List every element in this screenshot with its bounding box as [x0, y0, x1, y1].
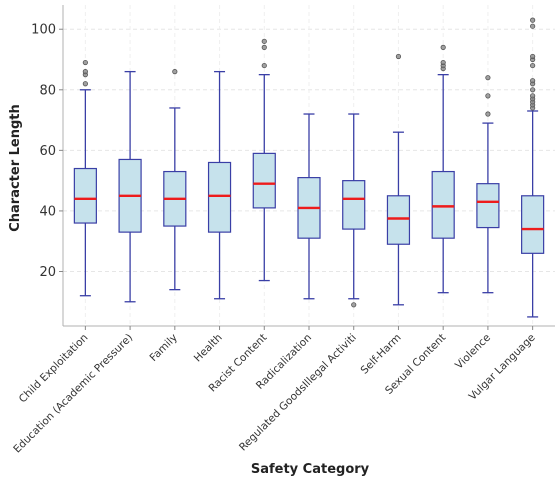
box-8: [431, 44, 455, 294]
box-4: [252, 38, 276, 282]
box-iqr: [342, 180, 366, 230]
outlier-point: [530, 62, 536, 69]
outlier-point: [82, 69, 88, 75]
outlier-point: [261, 38, 267, 44]
outlier-point: [485, 111, 491, 117]
y-tick-label: 80: [39, 83, 56, 98]
box-6: [342, 113, 366, 308]
box-iqr: [476, 183, 500, 229]
box-iqr: [207, 161, 232, 233]
y-tick-label: 20: [39, 265, 56, 280]
x-tick-label: Family: [148, 332, 180, 364]
box-iqr: [431, 170, 455, 239]
x-tick-label: Health: [192, 332, 225, 365]
box-9: [476, 75, 500, 294]
outlier-point: [261, 62, 267, 69]
outlier-point: [485, 93, 491, 99]
box-iqr: [252, 152, 276, 209]
box-2: [163, 69, 187, 291]
y-tick-label: 40: [39, 204, 56, 219]
box-iqr: [73, 167, 97, 224]
box-7: [386, 53, 411, 306]
boxes: [73, 17, 545, 318]
outlier-point: [530, 53, 536, 60]
outlier-point: [351, 302, 357, 308]
outlier-point: [530, 17, 536, 23]
outlier-point: [485, 75, 491, 81]
outlier-point: [530, 23, 536, 29]
y-tick-label: 100: [31, 23, 56, 38]
y-tick-label: 60: [39, 144, 56, 159]
y-axis-title: Character Length: [8, 104, 23, 232]
outlier-point: [530, 78, 536, 84]
outlier-point: [82, 59, 88, 66]
box-5: [297, 113, 321, 300]
outlier-point: [82, 81, 88, 87]
box-iqr: [521, 195, 545, 254]
box-iqr: [386, 195, 411, 245]
outlier-point: [530, 87, 536, 93]
outlier-point: [440, 59, 446, 66]
box-3: [207, 70, 232, 300]
x-axis-title: Safety Category: [251, 462, 370, 477]
box-0: [73, 59, 97, 297]
outlier-point: [530, 93, 536, 99]
outlier-point: [172, 69, 178, 75]
x-tick-label: Self-Harm: [359, 332, 404, 377]
box-1: [118, 70, 142, 303]
x-tick-label: Violence: [453, 332, 493, 372]
y-axis-ticks: 20 40 60 80 100: [31, 23, 63, 280]
outlier-point: [261, 44, 267, 50]
outlier-point: [395, 53, 402, 60]
outlier-point: [440, 44, 446, 50]
box-10: [521, 17, 545, 318]
